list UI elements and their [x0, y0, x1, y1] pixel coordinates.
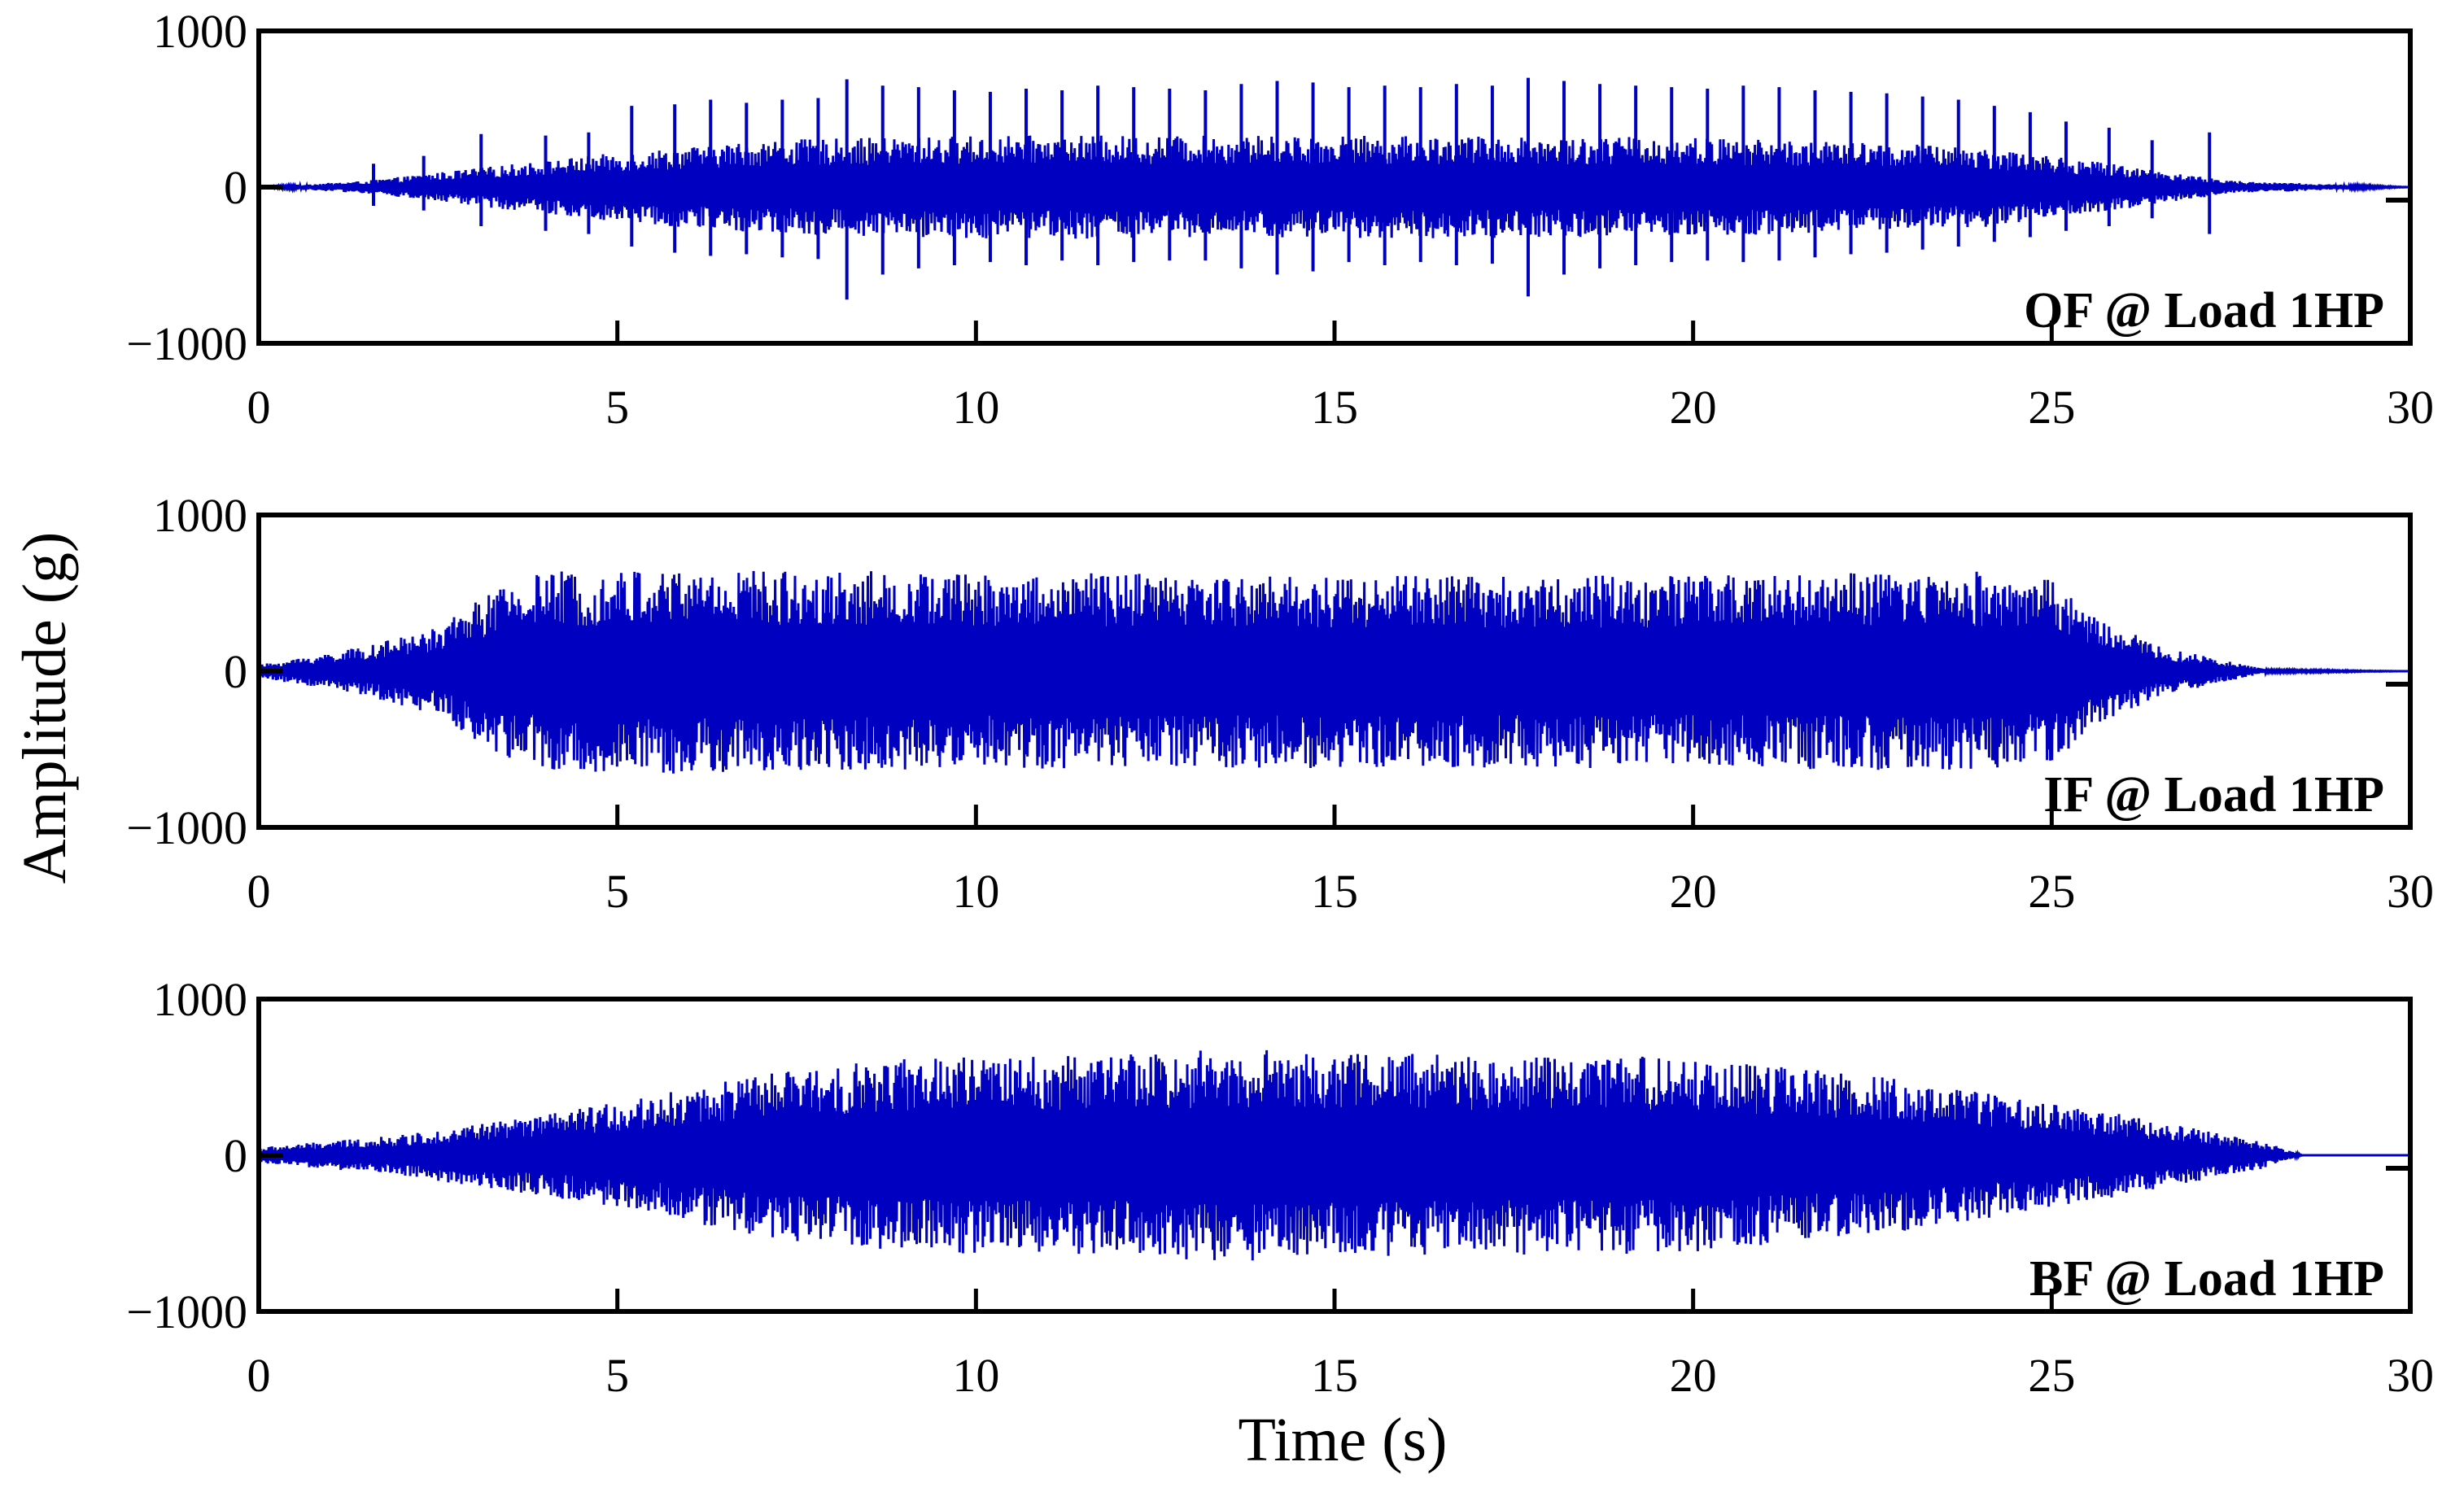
y-tick-label: −1000 — [126, 801, 247, 854]
x-tick-label: 25 — [2028, 1349, 2075, 1402]
y-tick-label: −1000 — [126, 1285, 247, 1338]
panel-annotation: IF @ Load 1HP — [2043, 767, 2384, 823]
x-tick-label: 15 — [1311, 381, 1358, 434]
x-tick-label: 25 — [2028, 381, 2075, 434]
x-tick-label: 10 — [952, 1349, 999, 1402]
y-tick-label: 1000 — [153, 489, 247, 542]
x-tick-label: 30 — [2387, 1349, 2434, 1402]
x-tick-label: 0 — [247, 381, 271, 434]
x-tick-label: 20 — [1670, 865, 1717, 918]
x-tick-label: 10 — [952, 865, 999, 918]
x-tick-label: 0 — [247, 865, 271, 918]
y-tick-label: 0 — [224, 645, 247, 698]
panel-annotation: OF @ Load 1HP — [2024, 283, 2384, 338]
y-tick-label: 0 — [224, 161, 247, 214]
panel-annotation: BF @ Load 1HP — [2029, 1251, 2384, 1307]
signal-trace — [259, 1049, 2410, 1261]
x-tick-label: 25 — [2028, 865, 2075, 918]
y-tick-label: 1000 — [153, 973, 247, 1026]
x-tick-label: 5 — [605, 865, 629, 918]
x-axis-title: Time (s) — [1239, 1406, 1448, 1474]
signal-trace — [259, 135, 2410, 239]
x-tick-label: 30 — [2387, 865, 2434, 918]
x-tick-label: 15 — [1311, 865, 1358, 918]
y-tick-label: 1000 — [153, 5, 247, 58]
x-tick-label: 15 — [1311, 1349, 1358, 1402]
x-tick-label: 20 — [1670, 381, 1717, 434]
x-tick-label: 10 — [952, 381, 999, 434]
x-tick-label: 30 — [2387, 381, 2434, 434]
y-tick-label: 0 — [224, 1129, 247, 1182]
x-tick-label: 5 — [605, 381, 629, 434]
y-axis-title: Amplitude (g) — [11, 532, 79, 884]
x-tick-label: 0 — [247, 1349, 271, 1402]
x-tick-label: 20 — [1670, 1349, 1717, 1402]
signal-trace — [259, 570, 2410, 774]
y-tick-label: −1000 — [126, 317, 247, 370]
x-tick-label: 5 — [605, 1349, 629, 1402]
